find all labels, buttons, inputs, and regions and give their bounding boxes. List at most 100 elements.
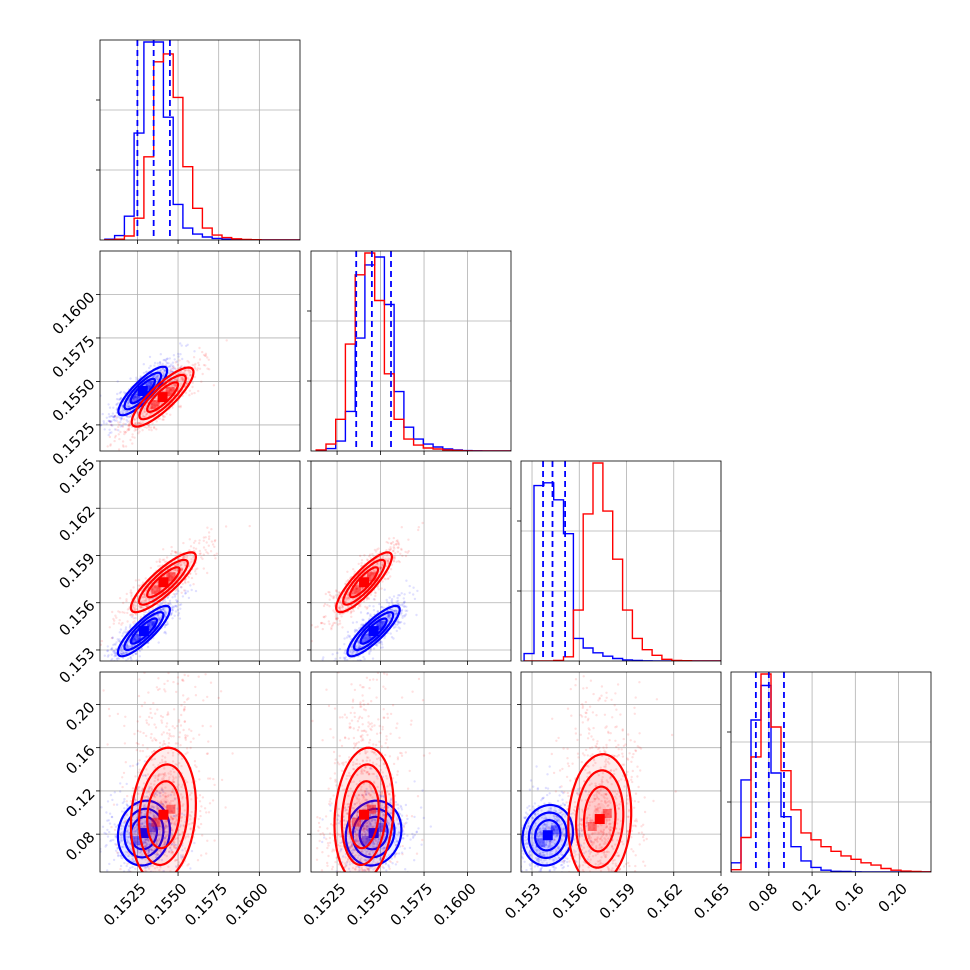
sample-point [121,444,125,447]
sample-point [161,601,165,604]
sample-point [361,587,364,590]
sample-point [172,606,176,609]
sample-point [145,370,148,373]
sample-point [150,593,153,596]
sample-point [135,397,138,400]
sample-point [373,569,376,573]
sample-point [180,364,183,368]
sample-point [113,439,116,443]
sample-point [204,352,208,355]
sample-point [206,552,210,555]
panel-frame [310,460,512,662]
sample-point [173,595,177,598]
sample-point [119,837,123,840]
sample-point [136,412,139,415]
sample-point [129,414,133,417]
sample-point [179,342,182,345]
sample-point [163,623,167,627]
sample-point [143,825,146,828]
sample-point [398,603,402,607]
sample-point [137,637,141,640]
sample-point [374,594,377,598]
sample-point [163,843,166,846]
sample-point [132,831,136,834]
sample-point [175,552,178,555]
sample-point [180,567,183,571]
sample-point [104,881,106,883]
sample-point [346,630,350,634]
sample-point [120,824,123,828]
sample-point [156,377,160,380]
sample-point [119,664,121,666]
sample-point [112,649,116,653]
sample-point [397,621,400,624]
sample-point [214,539,217,542]
sample-point [143,866,146,869]
sample-point [163,836,167,840]
sample-point [124,422,127,426]
sample-point [123,807,126,810]
sample-point [145,839,148,842]
sample-point [400,548,403,552]
sample-point [389,612,392,616]
sample-point [332,597,335,600]
sample-point [148,405,152,409]
sample-point [129,645,132,649]
sample-point [179,384,182,388]
sample-point [145,843,148,847]
sample-point [183,580,187,583]
sample-point [186,554,189,557]
sample-point [379,567,382,571]
sample-point [334,676,336,678]
sample-point [124,650,128,654]
sample-point [135,392,138,395]
sample-point [132,397,136,400]
sample-point [340,615,343,618]
sample-point [345,597,348,600]
sample-point [323,602,327,606]
sample-point [131,858,135,861]
sample-point [149,848,153,851]
sample-point [100,639,104,643]
density-peak [138,626,149,637]
sample-point [104,669,106,671]
sample-point [366,637,370,640]
sample-point [179,824,182,827]
sample-point [398,594,401,597]
sample-point [140,811,143,814]
sample-point [163,837,166,840]
sample-point [159,833,162,836]
sample-point [120,397,123,400]
sample-point [134,798,137,802]
sample-point [192,583,195,586]
sample-point [155,587,159,591]
sample-point [400,547,403,551]
sample-point [152,806,155,809]
sample-point [398,560,401,564]
sample-point [169,413,172,416]
sample-point [392,536,395,540]
sample-point [364,605,367,608]
sample-point [125,659,128,661]
sample-point [393,609,396,613]
sample-point [154,590,157,593]
sample-point [210,540,214,543]
sample-point [111,610,114,614]
sample-point [172,354,176,357]
sample-point [158,792,162,795]
sample-point [161,607,165,611]
sample-point [108,428,111,431]
sample-point [176,608,180,612]
sample-point [123,432,126,436]
sample-point [149,864,152,868]
sample-point [154,585,157,589]
sample-point [155,805,158,808]
density-peak [359,577,370,588]
sample-point [122,391,126,394]
sample-point [114,663,116,665]
sample-point [136,410,139,413]
sample-point [120,623,123,626]
sample-point [388,614,391,617]
sample-point [119,417,123,420]
sample-point [360,565,363,568]
